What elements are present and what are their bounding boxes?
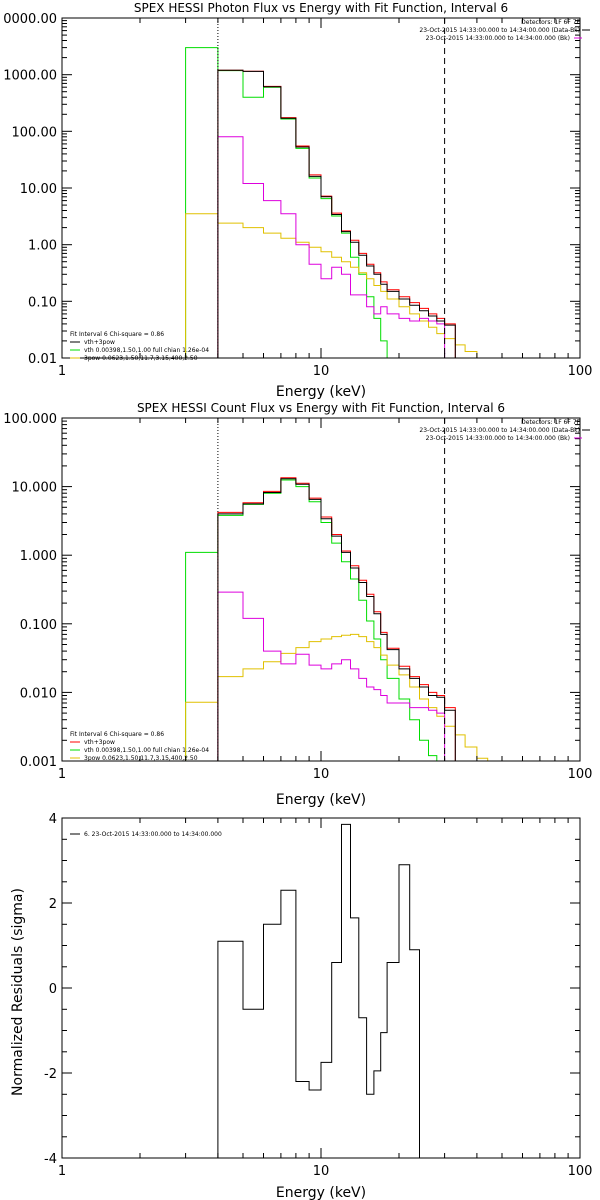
y-tick-label: 0.001 [20, 755, 57, 770]
time-label-data-bk: 23-Oct-2015 14:33:00.000 to 14:34:00.000… [419, 27, 580, 34]
x-axis-label: Energy (keV) [276, 384, 366, 400]
time-label-bk: 23-Oct-2015 14:33:00.000 to 14:34:00.000… [426, 35, 570, 42]
y-tick-label: 0.10 [28, 295, 57, 310]
photon-flux-panel: SPEX HESSI Photon Flux vs Energy with Fi… [3, 1, 592, 400]
y-tick-label: 1000.00 [3, 69, 57, 84]
series-bk [217, 591, 446, 761]
y-tick-label: 0.100 [20, 618, 57, 633]
y-tick-label: 1.00 [28, 239, 57, 254]
x-axis-label: Energy (keV) [276, 1185, 366, 1200]
series-bk [217, 136, 446, 358]
y-tick-label: 0.010 [20, 686, 57, 701]
y-tick-label: 100.000 [3, 412, 57, 427]
legend-vth: vth 0.00398,1.50,1.00 full chian 1.26e-0… [84, 347, 209, 354]
x-tick-label: 1 [58, 364, 66, 379]
x-tick-label: 100 [568, 1164, 593, 1179]
y-tick-label: -4 [44, 1152, 57, 1167]
x-tick-label: 10 [313, 364, 330, 379]
y-tick-label: 2 [49, 897, 57, 912]
series-fit [217, 69, 456, 358]
x-tick-label: 10 [313, 767, 330, 782]
series-residuals [217, 823, 420, 1158]
time-label-bk: 23-Oct-2015 14:33:00.000 to 14:34:00.000… [426, 435, 570, 442]
x-axis-label: Energy (keV) [276, 792, 366, 808]
legend-vth-3pow: vth+3pow [84, 739, 115, 746]
legend-residuals: 6. 23-Oct-2015 14:33:00.000 to 14:34:00.… [84, 831, 222, 838]
residuals-panel: Energy (keV) Normalized Residuals (sigma… [10, 812, 592, 1200]
series-total [217, 478, 456, 761]
series-total [217, 69, 456, 358]
y-tick-label: -2 [44, 1067, 57, 1082]
x-tick-label: 10 [313, 1164, 330, 1179]
y-tick-label: 100.00 [12, 125, 58, 140]
count-flux-panel: SPEX HESSI Count Flux vs Energy with Fit… [3, 401, 592, 808]
panel-title: SPEX HESSI Photon Flux vs Energy with Fi… [134, 1, 508, 15]
y-tick-label: 10.00 [20, 182, 57, 197]
y-axis-label: Normalized Residuals (sigma) [10, 888, 26, 1096]
y-tick-label: 4 [49, 812, 57, 827]
legend-3pow: 3pow 0.0623,1.50,11.7,3.15,400,2.50 [84, 755, 198, 762]
x-tick-label: 1 [58, 767, 66, 782]
panel-title: SPEX HESSI Count Flux vs Energy with Fit… [137, 401, 505, 415]
x-tick-label: 100 [568, 364, 593, 379]
y-tick-label: 10.000 [12, 481, 58, 496]
legend-fit-interval: Fit Interval 6 Chi-square = 0.86 [70, 331, 164, 338]
y-tick-label: 1.000 [20, 549, 57, 564]
detectors-label: Detectors: 1F 6F 7F [521, 19, 580, 26]
legend-vth-3pow: vth+3pow [84, 339, 115, 346]
time-label-data-bk: 23-Oct-2015 14:33:00.000 to 14:34:00.000… [419, 427, 580, 434]
y-tick-label: 0 [49, 982, 57, 997]
legend-vth: vth 0.00398,1.50,1.00 full chian 1.26e-0… [84, 747, 209, 754]
legend-fit-interval: Fit Interval 6 Chi-square = 0.86 [70, 731, 164, 738]
x-tick-label: 100 [568, 767, 593, 782]
x-tick-label: 1 [58, 1164, 66, 1179]
y-tick-label: 0.01 [28, 352, 57, 367]
detectors-label: Detectors: 1F 6F 7F [521, 419, 580, 426]
y-tick-label: 0000.00 [3, 12, 57, 27]
series-fit [217, 477, 456, 761]
